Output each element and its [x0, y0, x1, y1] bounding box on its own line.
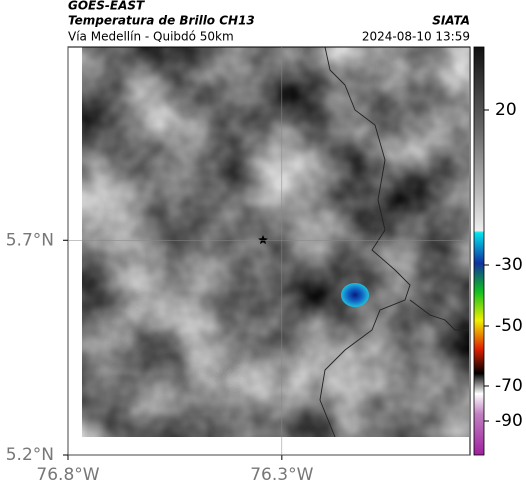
colorbar-label: -50 — [495, 316, 523, 336]
border — [409, 299, 469, 331]
y-tick-label: 5.2°N — [6, 445, 54, 465]
title: Temperatura de Brillo CH13 — [68, 14, 255, 28]
colorbar — [473, 46, 485, 456]
y-tick-label: 5.7°N — [6, 230, 54, 250]
satellite-image — [82, 47, 469, 437]
x-tick-label: 76.8°W — [36, 465, 99, 485]
colorbar-label: 20 — [495, 100, 517, 120]
org: SIATA — [432, 14, 470, 28]
colorbar-label: -30 — [495, 255, 523, 275]
border — [319, 47, 411, 437]
storm-cell — [341, 283, 369, 307]
location-marker — [258, 235, 268, 245]
subtitle: Vía Medellín - Quibdó 50km — [68, 30, 234, 44]
source: GOES-EAST — [68, 0, 145, 13]
x-tick-label: 76.3°W — [250, 465, 313, 485]
datetime: 2024-08-10 13:59 — [362, 30, 470, 44]
colorbar-label: -90 — [495, 411, 523, 431]
colorbar-label: -70 — [495, 376, 523, 396]
